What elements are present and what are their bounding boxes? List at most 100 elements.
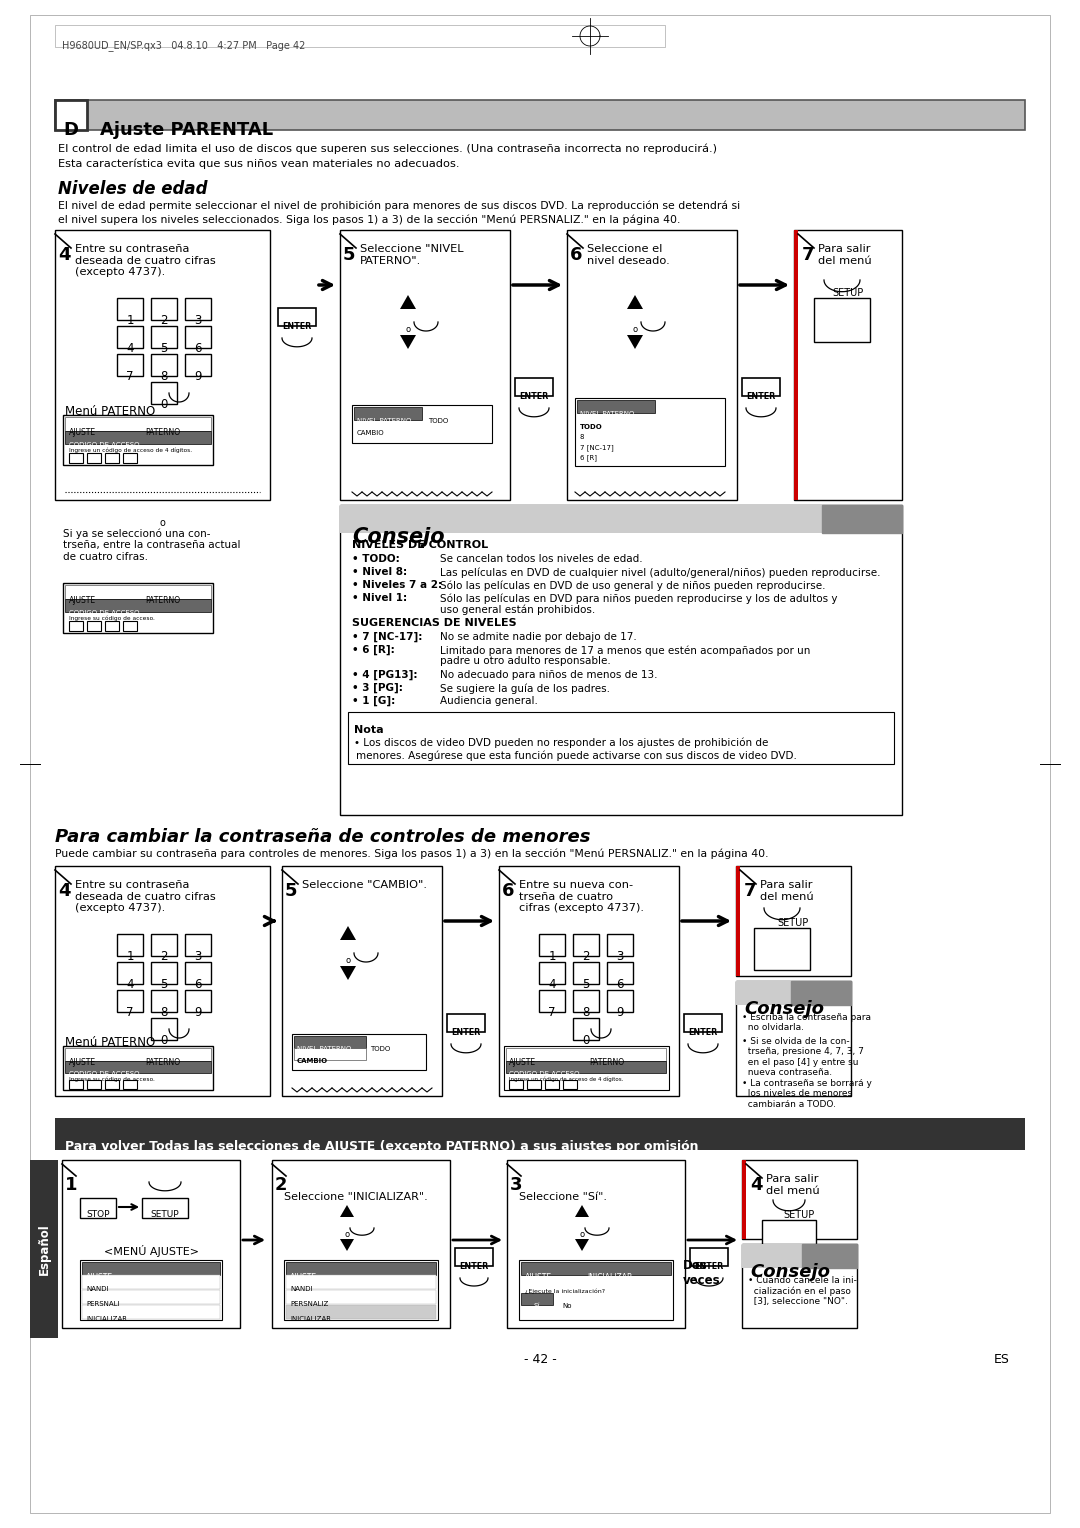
Text: 6: 6 [194, 978, 202, 992]
Text: AJUSTE: AJUSTE [509, 1057, 536, 1067]
Text: 8: 8 [160, 370, 167, 384]
Polygon shape [575, 1239, 589, 1251]
FancyBboxPatch shape [105, 1080, 119, 1089]
FancyBboxPatch shape [63, 1047, 213, 1089]
FancyBboxPatch shape [55, 231, 270, 500]
FancyBboxPatch shape [567, 231, 737, 500]
Text: Se sugiere la guía de los padres.: Se sugiere la guía de los padres. [440, 683, 610, 694]
Text: Ingrese un código de acceso de 4 dígitos.: Ingrese un código de acceso de 4 dígitos… [509, 1076, 623, 1082]
FancyBboxPatch shape [65, 1048, 211, 1060]
FancyBboxPatch shape [55, 24, 665, 47]
FancyBboxPatch shape [185, 325, 211, 348]
Text: 9: 9 [194, 1005, 202, 1019]
Text: Sólo las películas en DVD para niños pueden reproducirse y los de adultos y: Sólo las películas en DVD para niños pue… [440, 593, 837, 604]
FancyBboxPatch shape [80, 1261, 222, 1320]
Text: CODIGO DE ACCESO: CODIGO DE ACCESO [69, 442, 139, 448]
FancyBboxPatch shape [82, 1305, 220, 1319]
FancyBboxPatch shape [573, 963, 599, 984]
FancyBboxPatch shape [563, 1080, 577, 1089]
FancyBboxPatch shape [515, 377, 553, 396]
Text: Para salir
del menú: Para salir del menú [760, 880, 813, 902]
Text: • 6 [R]:: • 6 [R]: [352, 645, 395, 656]
Text: AJUSTE: AJUSTE [69, 428, 96, 437]
FancyBboxPatch shape [55, 1118, 1025, 1151]
Text: Menú PATERNO: Menú PATERNO [65, 1036, 156, 1050]
Text: SETUP: SETUP [833, 287, 864, 298]
FancyBboxPatch shape [284, 1261, 438, 1320]
Text: 5: 5 [160, 342, 167, 354]
FancyBboxPatch shape [63, 584, 213, 633]
Text: 7: 7 [802, 246, 814, 264]
Text: <MENÚ AJUSTE>: <MENÚ AJUSTE> [104, 1245, 199, 1258]
Text: 4: 4 [58, 246, 70, 264]
Text: 6: 6 [194, 342, 202, 354]
FancyBboxPatch shape [794, 231, 902, 500]
Text: 0: 0 [582, 1034, 590, 1047]
FancyBboxPatch shape [117, 934, 143, 957]
Text: • Nivel 8:: • Nivel 8: [352, 567, 407, 578]
FancyBboxPatch shape [507, 1160, 685, 1328]
FancyBboxPatch shape [151, 934, 177, 957]
FancyBboxPatch shape [117, 354, 143, 376]
Text: Consejo: Consejo [744, 999, 824, 1018]
Text: Dos
veces: Dos veces [684, 1259, 720, 1287]
Polygon shape [340, 1239, 354, 1251]
Text: Para salir
del menú: Para salir del menú [766, 1174, 820, 1195]
Text: Audiencia general.: Audiencia general. [440, 695, 538, 706]
FancyBboxPatch shape [117, 963, 143, 984]
FancyBboxPatch shape [294, 1036, 366, 1048]
Text: 7 [NC-17]: 7 [NC-17] [580, 445, 613, 451]
FancyBboxPatch shape [185, 934, 211, 957]
FancyBboxPatch shape [30, 15, 1050, 1513]
Text: Se cancelan todos los niveles de edad.: Se cancelan todos los niveles de edad. [440, 555, 643, 564]
FancyBboxPatch shape [742, 377, 780, 396]
Text: Ingrese su código de acceso.: Ingrese su código de acceso. [69, 614, 154, 620]
Text: TODO: TODO [370, 1047, 390, 1051]
Text: NIVEL PATERNO: NIVEL PATERNO [580, 411, 634, 417]
FancyBboxPatch shape [151, 963, 177, 984]
Text: INICIALIZAR: INICIALIZAR [588, 1273, 633, 1282]
FancyBboxPatch shape [185, 990, 211, 1012]
FancyBboxPatch shape [352, 405, 492, 443]
FancyBboxPatch shape [504, 1047, 669, 1089]
Text: Seleccione "NIVEL
PATERNO".: Seleccione "NIVEL PATERNO". [360, 244, 463, 266]
Text: PATERNO: PATERNO [589, 1057, 624, 1067]
Text: SETUP: SETUP [151, 1210, 179, 1219]
Text: • Cuando cancele la ini-
  cialización en el paso
  [3], seleccione "NO".: • Cuando cancele la ini- cialización en … [748, 1276, 856, 1306]
FancyBboxPatch shape [545, 1080, 559, 1089]
Text: o: o [405, 325, 410, 335]
Text: ENTER: ENTER [694, 1262, 724, 1271]
FancyBboxPatch shape [742, 1160, 746, 1239]
Text: 4: 4 [549, 978, 556, 992]
Text: 2: 2 [160, 950, 167, 963]
Text: Esta característica evita que sus niños vean materiales no adecuados.: Esta característica evita que sus niños … [58, 157, 459, 168]
Polygon shape [340, 926, 356, 940]
Text: 5: 5 [285, 882, 297, 900]
Text: INICIALIZAR: INICIALIZAR [291, 1316, 330, 1322]
FancyBboxPatch shape [292, 1034, 426, 1070]
FancyBboxPatch shape [282, 866, 442, 1096]
Text: Menú PATERNO: Menú PATERNO [65, 405, 156, 419]
Polygon shape [791, 981, 851, 1005]
Text: CAMBIO: CAMBIO [357, 429, 384, 435]
Text: ENTER: ENTER [282, 322, 312, 332]
Text: PERSNALI: PERSNALI [86, 1300, 120, 1306]
FancyBboxPatch shape [735, 981, 851, 1005]
Text: 3: 3 [510, 1177, 523, 1193]
Text: 5: 5 [160, 978, 167, 992]
FancyBboxPatch shape [735, 866, 851, 976]
FancyBboxPatch shape [447, 1015, 485, 1031]
Text: AJUSTE: AJUSTE [86, 1273, 113, 1282]
Text: ENTER: ENTER [746, 393, 775, 400]
FancyBboxPatch shape [573, 1018, 599, 1041]
Text: Para salir
del menú: Para salir del menú [818, 244, 872, 266]
Text: 7: 7 [744, 882, 756, 900]
Text: • 7 [NC-17]:: • 7 [NC-17]: [352, 633, 422, 642]
FancyBboxPatch shape [123, 620, 137, 631]
Text: padre u otro adulto responsable.: padre u otro adulto responsable. [440, 656, 611, 666]
FancyBboxPatch shape [63, 416, 213, 465]
FancyBboxPatch shape [573, 934, 599, 957]
FancyBboxPatch shape [575, 397, 725, 466]
Text: ENTER: ENTER [688, 1028, 717, 1038]
Text: 8: 8 [582, 1005, 590, 1019]
